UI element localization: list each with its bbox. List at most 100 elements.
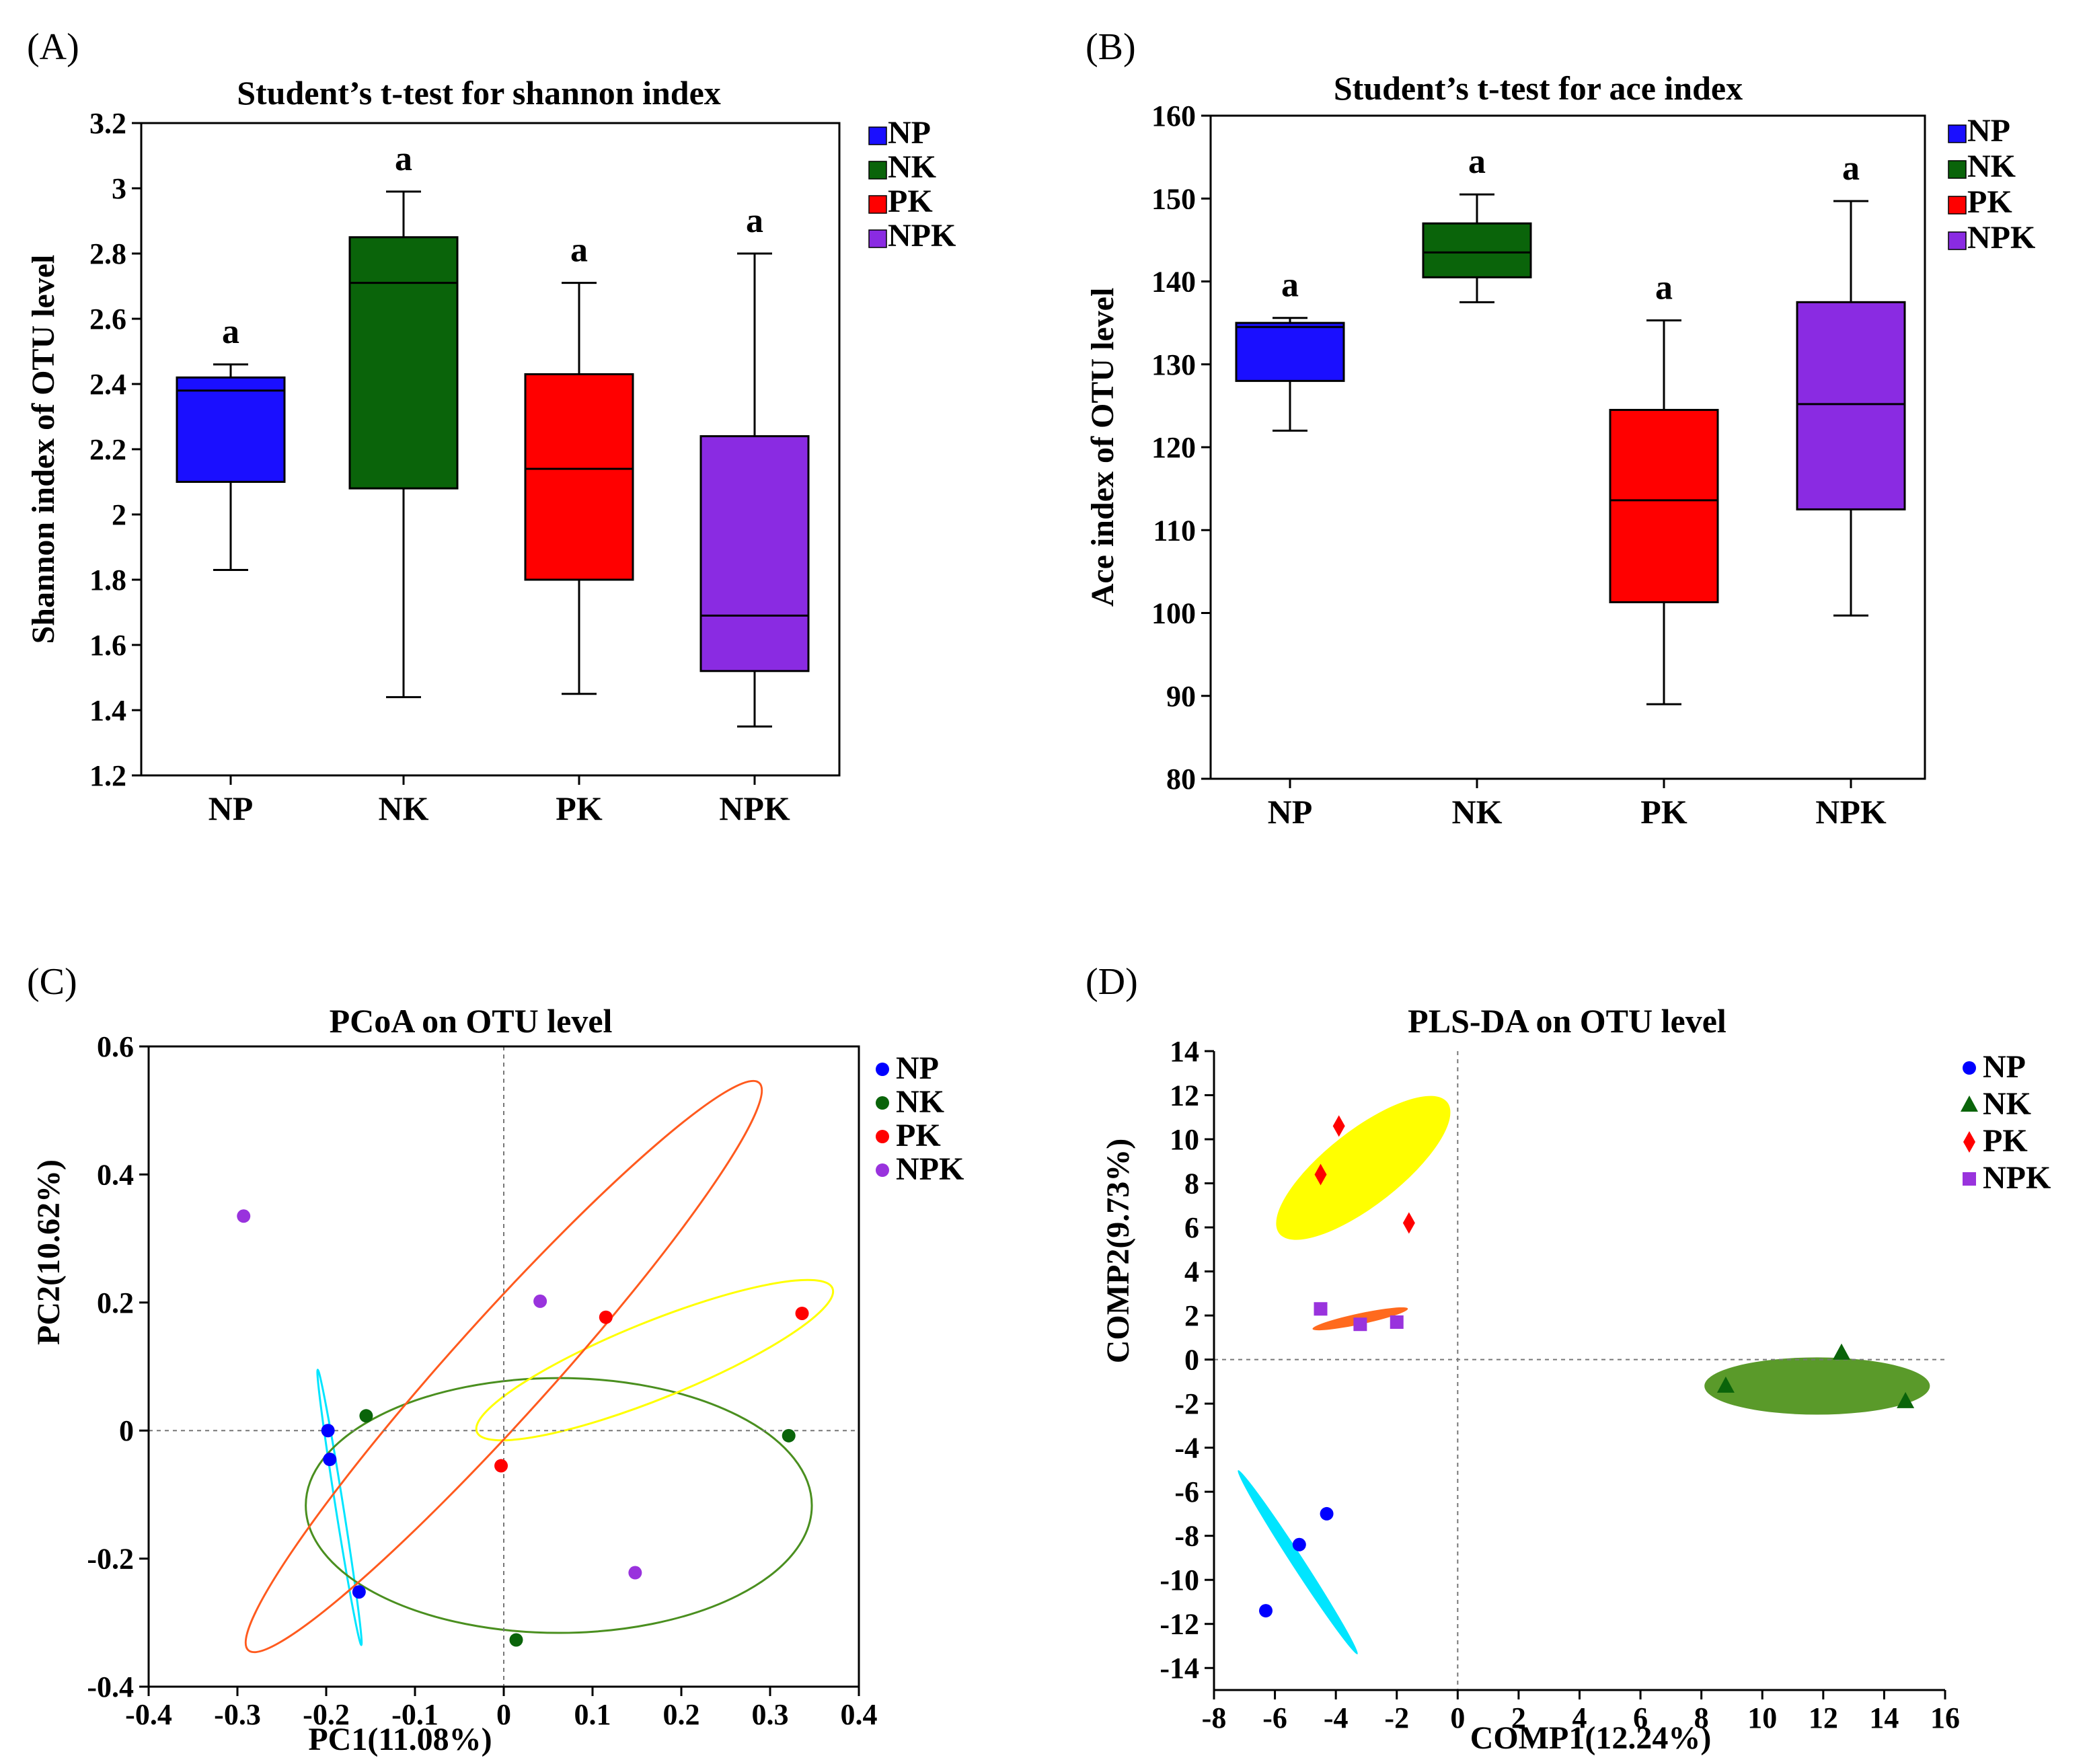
- panel-c-x-label: PC1(11.08%): [308, 1722, 492, 1757]
- panel-a-y-tick-label-1: 1.4: [89, 694, 126, 727]
- panel-d-point-NP-1: [1292, 1537, 1306, 1551]
- panel-a-sig-label-NPK: a: [746, 202, 763, 240]
- panel-a-category-PK: PK: [556, 790, 603, 827]
- panel-a-legend-label-NPK: NPK: [888, 218, 956, 254]
- panel-a-y-tick-label-8: 2.8: [89, 237, 126, 270]
- panel-d-legend-label-NP: NP: [1983, 1049, 2026, 1085]
- panel-c-y-tick-label-0: -0.4: [87, 1671, 134, 1703]
- panel-a-y-tick-label-10: 3.2: [89, 107, 126, 140]
- panel-a-box-NK: [348, 236, 459, 490]
- panel-b-legend-label-NK: NK: [1967, 149, 2016, 184]
- panel-a-y-tick-label-6: 2.4: [89, 368, 126, 401]
- panel-c-point-NPK-1: [533, 1294, 547, 1308]
- panel-d-legend-label-PK: PK: [1983, 1123, 2028, 1159]
- panel-d-point-NPK-0: [1314, 1302, 1328, 1316]
- panel-a-y-tick-label-3: 1.8: [89, 564, 126, 597]
- panel-c-legend-marker-NK: [876, 1096, 889, 1110]
- panel-b-legend-swatch-NPK: [1948, 231, 1967, 250]
- panel-d-x-tick-label-10: 12: [1809, 1701, 1838, 1734]
- panel-d-ellipse-PK: [1276, 1096, 1451, 1240]
- panel-b-legend-label-NPK: NPK: [1967, 220, 2035, 256]
- panel-c-y-label: PC2(10.62%): [31, 1159, 67, 1345]
- panel-c: (C) PCoA on OTU level -0.4 -0.3 -0.2 -0.1 0 0…: [27, 961, 964, 1757]
- panel-c-point-PK-2: [494, 1459, 508, 1473]
- panel-d-x-label: COMP1(12.24%): [1470, 1720, 1712, 1756]
- panel-b-sig-label-NK: a: [1468, 143, 1486, 181]
- panel-a-y-tick-label-5: 2.2: [89, 433, 126, 466]
- panel-a-box-NPK: [699, 435, 810, 673]
- panel-b-y-tick-label-5: 130: [1151, 348, 1196, 381]
- panel-d-x-tick-label-3: -2: [1384, 1701, 1409, 1734]
- panel-c-point-NPK-2: [628, 1566, 642, 1580]
- panel-c-y-tick-label-1: -0.2: [87, 1543, 134, 1576]
- panel-c-x-tick-label-2: -0.2: [303, 1698, 350, 1731]
- panel-c-y-tick-label-5: 0.6: [97, 1030, 134, 1063]
- panel-d-ellipses: [1238, 1096, 1930, 1654]
- panel-d-y-tick-label-6: -2: [1174, 1387, 1199, 1420]
- panel-b-y-label: Ace index of OTU level: [1085, 288, 1121, 607]
- panel-d-point-NK-1: [1833, 1343, 1851, 1360]
- panel-c-point-NK-2: [509, 1633, 523, 1647]
- panel-b-legend-label-NP: NP: [1967, 113, 2010, 149]
- panel-c-legend-label-NPK: NPK: [896, 1151, 964, 1187]
- panel-c-points: [237, 1209, 809, 1647]
- panel-d-point-PK-0: [1332, 1115, 1345, 1137]
- panel-d-point-NK-2: [1897, 1391, 1915, 1408]
- panel-d-ellipse-NP: [1238, 1470, 1358, 1654]
- panel-d-x-tick-label-12: 16: [1930, 1701, 1960, 1734]
- panel-a-y-tick-label-0: 1.2: [89, 759, 126, 792]
- panel-c-x-tick-label-4: 0: [496, 1698, 511, 1731]
- panel-c-x-tick-label-6: 0.2: [663, 1698, 700, 1731]
- panel-b-category-PK: PK: [1640, 793, 1687, 831]
- panel-d-y-tick-label-4: -6: [1174, 1475, 1199, 1508]
- panel-b-y-tick-label-0: 80: [1166, 763, 1196, 796]
- panel-c-ellipse-NK: [305, 1377, 813, 1634]
- panel-c-y-tick-label-2: 0: [119, 1414, 134, 1447]
- panel-d-legend-label-NK: NK: [1983, 1086, 2031, 1122]
- panel-d-x-tick-label-5: 2: [1511, 1701, 1526, 1734]
- panel-c-x-tick-label-0: -0.4: [125, 1698, 172, 1731]
- panel-c-y-tick-label-3: 0.2: [97, 1287, 134, 1319]
- panel-b-sig-label-NPK: a: [1842, 149, 1860, 188]
- panel-d-point-NP-0: [1258, 1604, 1273, 1618]
- panel-a-plot-area: a NP a NK a PK a NPK: [176, 140, 810, 827]
- panel-d: (D) PLS-DA on OTU level -8 -6 -4 -2 0 2 4 6 8 10 1…: [1086, 961, 2051, 1756]
- panel-d-letter: (D): [1086, 961, 1138, 1003]
- panel-d-y-tick-label-12: 10: [1170, 1123, 1199, 1156]
- panel-c-legend-marker-PK: [876, 1130, 889, 1143]
- panel-c-legend-label-NP: NP: [896, 1050, 939, 1086]
- panel-b-legend-swatch-PK: [1948, 196, 1967, 215]
- panel-b-box-NP: [1235, 321, 1345, 382]
- panel-d-x-tick-label-7: 6: [1633, 1701, 1648, 1734]
- panel-b-category-NP: NP: [1268, 793, 1313, 831]
- panel-d-axes: -8 -6 -4 -2 0 2 4 6 8 10 12 14 16 -14 -12 -10 -8 -6 -4 -2 0 2…: [1160, 1035, 1960, 1734]
- panel-c-ellipse-NPK: [244, 1079, 763, 1654]
- panel-a-y-tick-label-4: 2: [112, 498, 126, 531]
- panel-d-legend-marker-NK: [1961, 1096, 1978, 1112]
- panel-c-legend-marker-NP: [876, 1063, 889, 1076]
- panel-c-point-PK-0: [599, 1310, 613, 1324]
- panel-a: (A) Student’s t-test for shannon index 1…: [26, 26, 956, 827]
- panel-a-sig-label-PK: a: [570, 231, 588, 270]
- panel-d-x-tick-label-9: 10: [1747, 1701, 1777, 1734]
- panel-c-point-NK-1: [782, 1428, 796, 1443]
- panel-c-point-NPK-0: [237, 1209, 251, 1223]
- panel-a-category-NP: NP: [208, 790, 254, 827]
- panel-c-legend-label-PK: PK: [896, 1118, 941, 1153]
- panel-a-y-label: Shannon index of OTU level: [26, 255, 61, 644]
- panel-d-y-tick-label-0: -14: [1160, 1652, 1199, 1685]
- panel-b-legend-swatch-NP: [1948, 124, 1967, 143]
- panel-a-legend-label-PK: PK: [888, 184, 933, 219]
- panel-a-legend-swatch-NPK: [868, 229, 887, 248]
- panel-d-y-label: COMP2(9.73%): [1100, 1139, 1136, 1364]
- panel-d-point-NP-2: [1320, 1506, 1334, 1521]
- panel-d-y-tick-label-9: 4: [1184, 1256, 1199, 1289]
- panel-b-y-tick-label-4: 120: [1151, 431, 1196, 464]
- panel-d-point-NPK-1: [1353, 1317, 1367, 1332]
- panel-c-point-NP-0: [321, 1424, 335, 1438]
- panel-a-legend-swatch-PK: [868, 195, 887, 214]
- panel-d-title: PLS-DA on OTU level: [1408, 1002, 1726, 1040]
- panel-c-point-NK-0: [359, 1409, 373, 1423]
